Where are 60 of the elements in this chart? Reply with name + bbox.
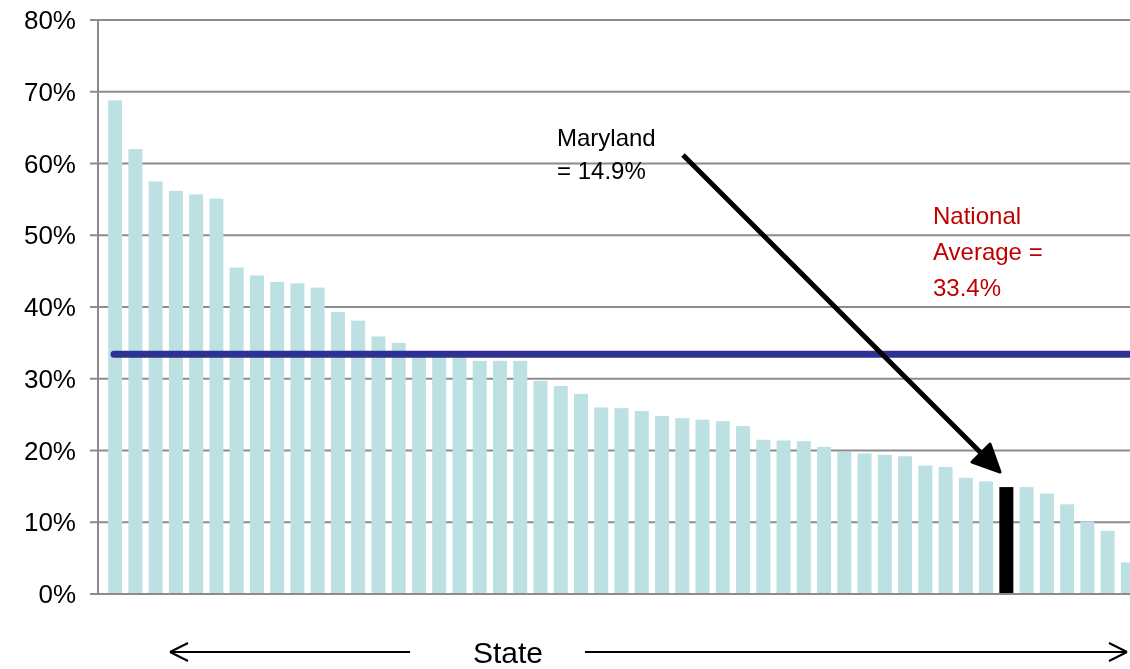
bar bbox=[736, 426, 751, 594]
bar bbox=[715, 421, 730, 594]
bar bbox=[634, 411, 649, 594]
bar bbox=[958, 477, 973, 594]
bar bbox=[1060, 504, 1075, 594]
bar bbox=[776, 440, 791, 594]
bar bbox=[128, 149, 143, 594]
bar bbox=[553, 385, 568, 594]
bar bbox=[189, 194, 204, 594]
bar bbox=[351, 320, 366, 594]
bar bbox=[655, 416, 670, 594]
bar bbox=[533, 380, 548, 594]
bar bbox=[999, 487, 1014, 594]
y-tick-label: 40% bbox=[23, 292, 76, 323]
bar bbox=[229, 267, 244, 594]
y-tick-label: 70% bbox=[23, 76, 76, 107]
bar bbox=[796, 441, 811, 594]
bar bbox=[979, 481, 994, 594]
bar bbox=[108, 100, 123, 594]
x-axis-title: State bbox=[472, 635, 544, 669]
y-tick-label: 80% bbox=[23, 5, 76, 36]
bar bbox=[452, 355, 467, 594]
bar bbox=[756, 439, 771, 594]
bar bbox=[695, 419, 710, 594]
bar bbox=[898, 456, 913, 594]
y-tick-label: 0% bbox=[38, 579, 76, 610]
bar bbox=[938, 467, 953, 594]
bar bbox=[1100, 530, 1115, 594]
bar bbox=[918, 465, 933, 594]
bar bbox=[290, 283, 305, 594]
bar bbox=[817, 446, 832, 594]
y-tick-label: 30% bbox=[23, 363, 76, 394]
bar bbox=[270, 281, 285, 594]
y-tick-label: 60% bbox=[23, 148, 76, 179]
bar bbox=[877, 454, 892, 594]
bar bbox=[330, 312, 345, 594]
bar bbox=[614, 408, 629, 594]
bar bbox=[513, 360, 528, 594]
bar bbox=[573, 393, 588, 594]
bar bbox=[391, 342, 406, 594]
bar bbox=[371, 336, 386, 594]
bar bbox=[148, 181, 163, 594]
bar bbox=[209, 198, 224, 594]
y-tick-label: 10% bbox=[23, 507, 76, 538]
ref-line-label: National Average = 33.4% bbox=[933, 202, 1043, 301]
bar bbox=[1080, 521, 1095, 594]
bar bbox=[492, 360, 507, 594]
bar bbox=[1019, 487, 1034, 594]
bar bbox=[310, 287, 325, 594]
y-tick-label: 20% bbox=[23, 435, 76, 466]
annotation: Maryland = 14.9% bbox=[557, 124, 656, 184]
bar bbox=[249, 275, 264, 594]
bar bbox=[837, 451, 852, 594]
bar bbox=[857, 453, 872, 594]
bar bbox=[675, 418, 690, 594]
bar bbox=[594, 407, 609, 594]
bar bbox=[168, 190, 183, 594]
bar bbox=[472, 360, 487, 594]
bar bbox=[1039, 493, 1054, 594]
y-tick-label: 50% bbox=[23, 220, 76, 251]
